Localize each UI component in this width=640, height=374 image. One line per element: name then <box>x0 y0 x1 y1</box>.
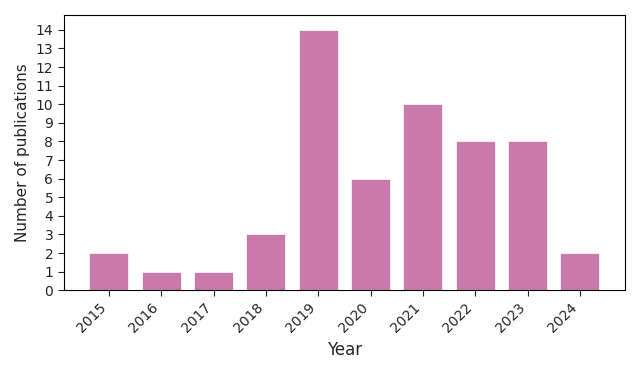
Bar <box>299 30 338 290</box>
Bar <box>351 179 390 290</box>
Bar <box>194 272 233 290</box>
Bar <box>141 272 181 290</box>
Bar <box>508 141 547 290</box>
Bar <box>403 104 442 290</box>
X-axis label: Year: Year <box>327 341 362 359</box>
Bar <box>246 234 285 290</box>
Bar <box>456 141 495 290</box>
Bar <box>560 253 600 290</box>
Y-axis label: Number of publications: Number of publications <box>15 63 30 242</box>
Bar <box>89 253 129 290</box>
